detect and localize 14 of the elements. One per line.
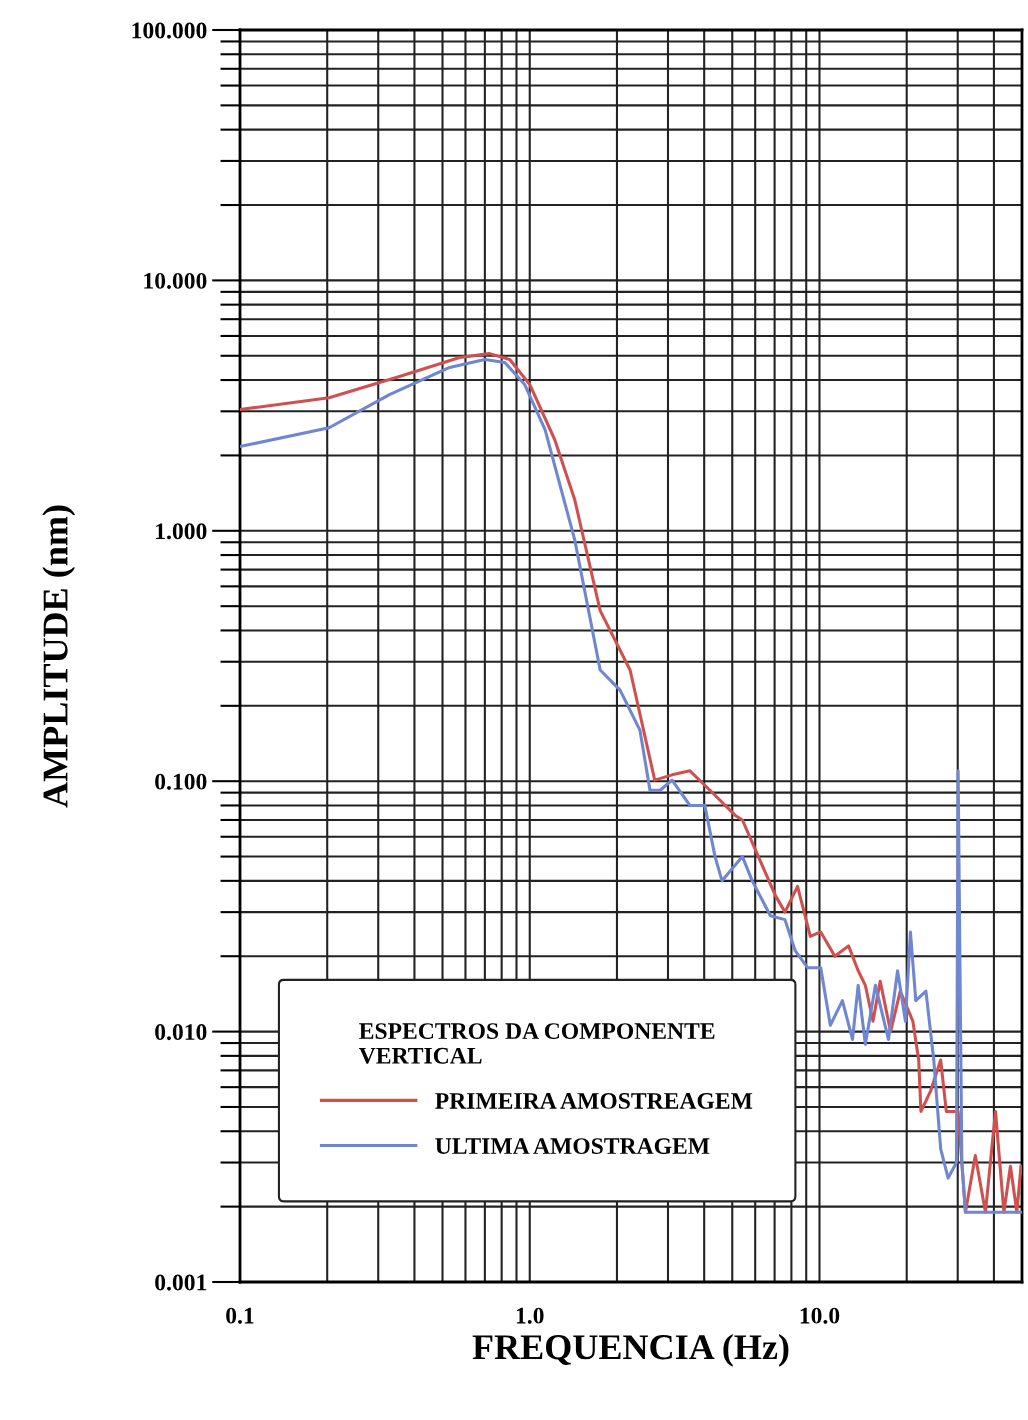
y-axis-title: AMPLITUDE (nm): [42, 505, 76, 808]
legend-label: PRIMEIRA AMOSTREAGEM: [435, 1093, 753, 1109]
y-tick-label: 1.000: [156, 523, 207, 540]
x-tick-label: 10.0: [800, 1307, 840, 1324]
x-axis-title: FREQUENCIA (Hz): [472, 1333, 789, 1367]
y-tick-label: 0.001: [155, 1274, 207, 1291]
y-tick-label: 100.000: [132, 22, 207, 39]
legend-title: ESPECTROS DA COMPONENTE VERTICAL: [359, 1023, 715, 1064]
y-tick-label: 10.000: [144, 272, 207, 289]
y-tick-label: 0.010: [155, 1024, 207, 1041]
legend-label: ULTIMA AMOSTRAGEM: [435, 1138, 710, 1155]
x-tick-label: 0.1: [226, 1307, 254, 1324]
x-tick-label: 1.0: [516, 1307, 544, 1324]
y-tick-label: 0.100: [155, 773, 207, 790]
